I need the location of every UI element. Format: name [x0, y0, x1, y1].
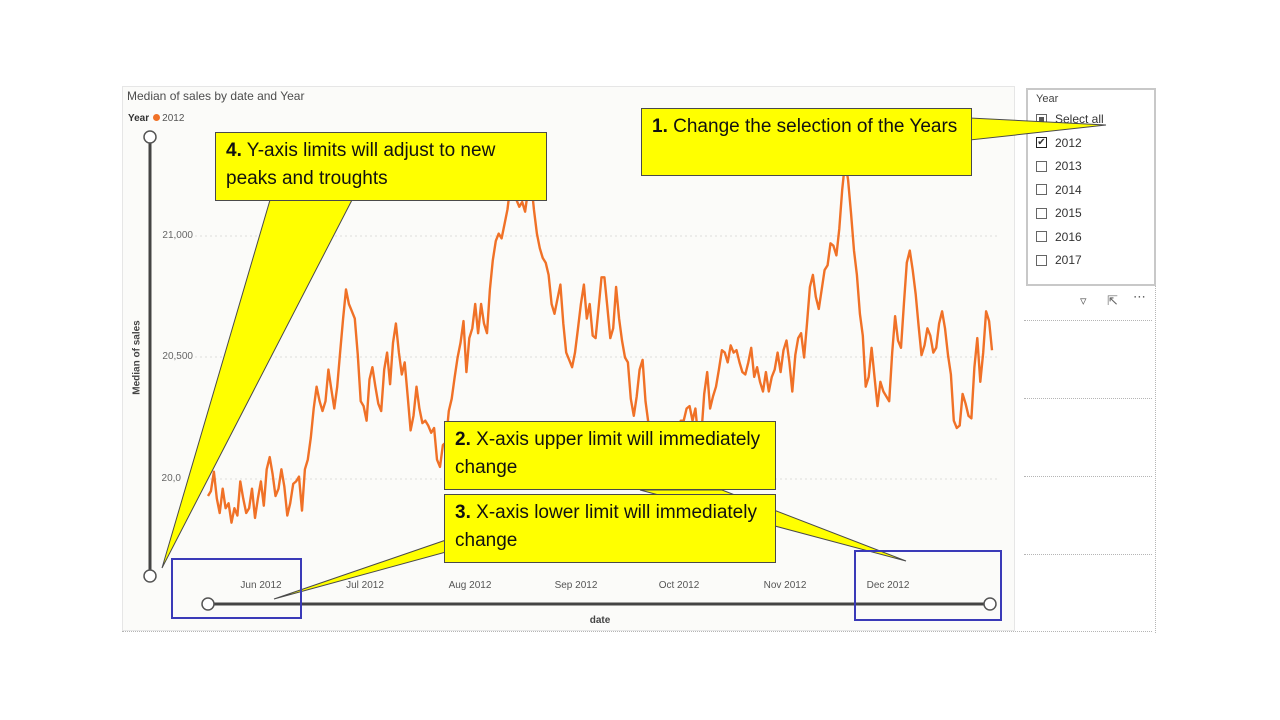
slicer-item-label: 2012	[1055, 135, 1082, 150]
focus-mode-icon[interactable]: ⇱	[1107, 293, 1118, 308]
slicer-item-2017[interactable]: 2017	[1036, 251, 1082, 269]
y-tick-label: 20,500	[162, 351, 193, 362]
legend-title: Year	[128, 113, 150, 124]
callout-1-pointer	[969, 117, 1107, 141]
x-zoom-slider-left-handle[interactable]	[201, 597, 215, 611]
slicer-item-2016[interactable]: 2016	[1036, 228, 1082, 246]
legend-dot-icon	[153, 114, 161, 121]
canvas-grid-line	[1024, 476, 1152, 477]
chart-title: Median of sales by date and Year	[127, 89, 305, 103]
callout-4-pointer	[161, 199, 353, 569]
year-slicer[interactable]	[1026, 88, 1156, 286]
x-tick-label: Dec 2012	[866, 580, 910, 591]
y-tick-label: 20,0	[161, 473, 181, 484]
legend-series-label: 2012	[162, 113, 185, 124]
canvas-grid-line	[1024, 554, 1152, 555]
callout-2-text: X-axis upper limit will immediately chan…	[455, 429, 761, 478]
slicer-item-2015[interactable]: 2015	[1036, 204, 1082, 222]
x-tick-label: Jul 2012	[346, 580, 384, 591]
callout-4: 4. Y-axis limits will adjust to new peak…	[215, 132, 547, 201]
canvas-grid-line	[1024, 398, 1152, 399]
callout-1-text: Change the selection of the Years	[673, 116, 958, 137]
slicer-item-2013[interactable]: 2013	[1036, 157, 1082, 175]
slicer-title: Year	[1036, 93, 1059, 105]
chart-legend[interactable]: Year 2012	[128, 113, 184, 124]
x-axis-label: date	[589, 615, 611, 626]
checkbox-icon[interactable]	[1036, 231, 1047, 242]
y-zoom-slider-bottom-handle[interactable]	[143, 569, 157, 583]
checkbox-icon[interactable]	[1036, 184, 1047, 195]
series-line-2012[interactable]	[206, 159, 994, 524]
checkbox-icon[interactable]	[1036, 207, 1047, 219]
y-zoom-slider-top-handle[interactable]	[143, 130, 157, 144]
slicer-item-label: Select all	[1055, 112, 1104, 126]
x-tick-label: Oct 2012	[658, 580, 700, 591]
slicer-item-label: 2015	[1055, 206, 1082, 220]
slicer-item-2014[interactable]: 2014	[1036, 181, 1082, 199]
x-tick-label: Sep 2012	[554, 580, 598, 591]
callout-1-number: 1.	[652, 116, 668, 137]
callout-4-text: Y-axis limits will adjust to new peaks a…	[226, 140, 496, 189]
x-zoom-slider-right-handle[interactable]	[983, 597, 997, 611]
x-lower-limit-highlight	[171, 558, 302, 619]
slicer-item-label: 2014	[1055, 182, 1082, 197]
callout-2: 2. X-axis upper limit will immediately c…	[444, 421, 776, 490]
x-tick-label: Aug 2012	[448, 580, 492, 591]
slicer-item-label: 2017	[1055, 253, 1082, 267]
more-options-icon[interactable]: ⋯	[1133, 289, 1146, 304]
x-tick-label: Nov 2012	[763, 580, 807, 591]
callout-3-text: X-axis lower limit will immediately chan…	[455, 502, 757, 551]
x-upper-limit-highlight	[854, 550, 1002, 621]
slicer-item-label: 2013	[1055, 159, 1082, 173]
y-tick-label: 21,000	[162, 230, 193, 241]
slicer-item-label: 2016	[1055, 229, 1082, 244]
callout-2-number: 2.	[455, 429, 471, 450]
slicer-item-2012[interactable]: ✔ 2012	[1036, 134, 1082, 152]
callout-4-number: 4.	[226, 140, 242, 161]
checkbox-icon[interactable]: ✔	[1036, 137, 1047, 148]
callout-1: 1. Change the selection of the Years	[641, 108, 972, 176]
callout-3: 3. X-axis lower limit will immediately c…	[444, 494, 776, 563]
callout-3-number: 3.	[455, 502, 471, 523]
checkbox-icon[interactable]	[1036, 254, 1047, 266]
canvas-grid-line	[122, 631, 1152, 632]
canvas-grid-line	[1024, 320, 1152, 321]
canvas-grid-line	[1155, 88, 1156, 633]
checkbox-icon[interactable]	[1036, 160, 1047, 172]
filter-icon[interactable]: ▿	[1080, 293, 1087, 308]
x-tick-label: Jun 2012	[240, 580, 282, 591]
series-line-group	[206, 159, 994, 524]
